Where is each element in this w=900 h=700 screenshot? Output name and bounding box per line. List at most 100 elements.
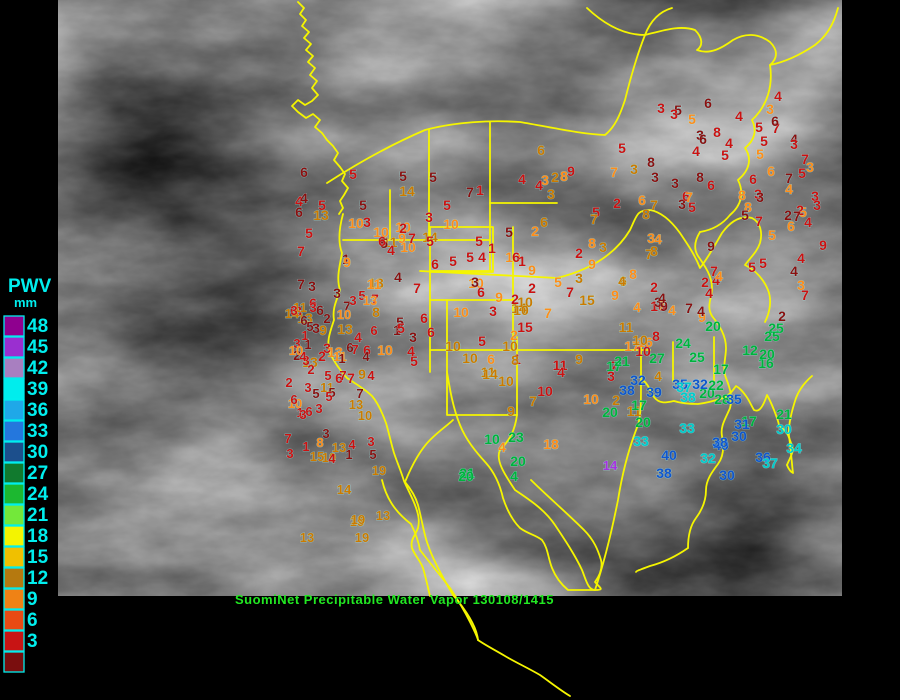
svg-text:21: 21 (614, 353, 630, 369)
svg-text:30: 30 (719, 467, 735, 483)
svg-text:2: 2 (399, 220, 407, 236)
svg-text:6: 6 (707, 177, 715, 193)
svg-text:8: 8 (652, 328, 660, 344)
svg-text:7: 7 (408, 230, 416, 246)
svg-text:5: 5 (768, 227, 776, 243)
svg-text:6: 6 (767, 163, 775, 179)
svg-text:17: 17 (713, 361, 729, 377)
svg-text:9: 9 (588, 256, 596, 272)
svg-text:3: 3 (425, 209, 433, 225)
svg-text:4: 4 (407, 343, 415, 359)
svg-text:9: 9 (707, 238, 715, 254)
svg-text:5: 5 (369, 447, 376, 462)
svg-text:5: 5 (466, 249, 474, 265)
svg-text:7: 7 (801, 151, 809, 167)
svg-text:27: 27 (27, 463, 48, 484)
svg-text:3: 3 (813, 197, 821, 213)
svg-text:7: 7 (544, 305, 552, 321)
svg-text:4: 4 (654, 231, 662, 247)
svg-text:10: 10 (348, 215, 364, 231)
svg-text:8: 8 (647, 154, 655, 170)
svg-text:15: 15 (517, 319, 533, 335)
svg-text:5: 5 (505, 224, 513, 240)
svg-text:8: 8 (642, 206, 650, 222)
svg-text:10: 10 (445, 338, 461, 354)
svg-text:20: 20 (705, 318, 721, 334)
svg-text:10: 10 (632, 332, 648, 348)
svg-text:6: 6 (300, 164, 308, 180)
svg-text:11: 11 (367, 276, 382, 292)
svg-text:6: 6 (537, 142, 545, 158)
svg-text:2: 2 (613, 195, 621, 211)
svg-text:6: 6 (295, 204, 303, 220)
svg-text:4: 4 (478, 249, 486, 265)
svg-text:25: 25 (689, 349, 705, 365)
svg-text:9: 9 (567, 163, 575, 179)
svg-text:5: 5 (325, 389, 332, 404)
svg-text:33: 33 (679, 420, 695, 436)
svg-text:8: 8 (511, 352, 519, 368)
svg-text:15: 15 (27, 547, 49, 568)
svg-text:4: 4 (705, 285, 713, 301)
svg-text:18: 18 (543, 436, 559, 452)
svg-text:4: 4 (300, 190, 308, 206)
svg-text:4: 4 (498, 439, 506, 455)
svg-text:5: 5 (798, 165, 806, 181)
svg-text:14: 14 (603, 458, 618, 473)
svg-text:9: 9 (358, 366, 366, 382)
svg-text:4: 4 (518, 171, 526, 187)
svg-text:3: 3 (630, 161, 638, 177)
svg-text:33: 33 (27, 421, 48, 442)
svg-text:4: 4 (394, 269, 402, 285)
svg-text:5: 5 (305, 225, 313, 241)
svg-text:3: 3 (790, 136, 798, 152)
svg-text:1: 1 (518, 253, 526, 269)
svg-text:6: 6 (477, 284, 485, 300)
svg-text:5: 5 (756, 146, 764, 162)
svg-text:4: 4 (633, 299, 641, 315)
svg-text:3: 3 (797, 277, 805, 293)
svg-text:4: 4 (797, 250, 805, 266)
svg-text:4: 4 (387, 242, 395, 258)
svg-text:20: 20 (635, 414, 651, 430)
svg-text:10: 10 (443, 216, 459, 232)
svg-text:12: 12 (742, 342, 758, 358)
svg-text:7: 7 (785, 170, 793, 186)
svg-text:17: 17 (631, 397, 647, 413)
svg-text:5: 5 (324, 368, 331, 383)
svg-text:1: 1 (338, 351, 345, 366)
svg-text:4: 4 (510, 468, 518, 484)
svg-text:5: 5 (426, 233, 434, 249)
svg-text:13: 13 (332, 440, 346, 455)
svg-text:3: 3 (575, 270, 583, 286)
svg-text:3: 3 (670, 106, 678, 122)
svg-text:8: 8 (713, 124, 721, 140)
svg-text:4: 4 (774, 88, 782, 104)
svg-text:4: 4 (618, 273, 626, 289)
svg-text:5: 5 (449, 253, 457, 269)
svg-text:31: 31 (734, 416, 750, 432)
svg-text:6: 6 (699, 131, 707, 147)
svg-text:3: 3 (671, 175, 679, 191)
svg-text:10: 10 (498, 373, 514, 389)
svg-text:21: 21 (27, 505, 49, 526)
svg-text:4: 4 (557, 364, 565, 380)
svg-text:2: 2 (323, 311, 330, 326)
svg-text:19: 19 (355, 530, 369, 545)
svg-text:10: 10 (583, 391, 599, 407)
svg-text:36: 36 (27, 400, 48, 421)
svg-text:15: 15 (579, 292, 595, 308)
svg-text:5: 5 (306, 319, 313, 334)
svg-text:7: 7 (650, 197, 658, 213)
svg-text:3: 3 (651, 169, 659, 185)
svg-text:5: 5 (554, 274, 562, 290)
svg-text:7: 7 (685, 300, 693, 316)
svg-text:4: 4 (299, 349, 307, 364)
svg-text:24: 24 (27, 484, 49, 505)
svg-text:7: 7 (351, 342, 358, 357)
svg-text:3: 3 (367, 434, 374, 449)
svg-text:7: 7 (297, 276, 305, 292)
svg-text:45: 45 (27, 337, 49, 358)
svg-text:6: 6 (370, 323, 377, 338)
svg-text:8: 8 (629, 266, 637, 282)
